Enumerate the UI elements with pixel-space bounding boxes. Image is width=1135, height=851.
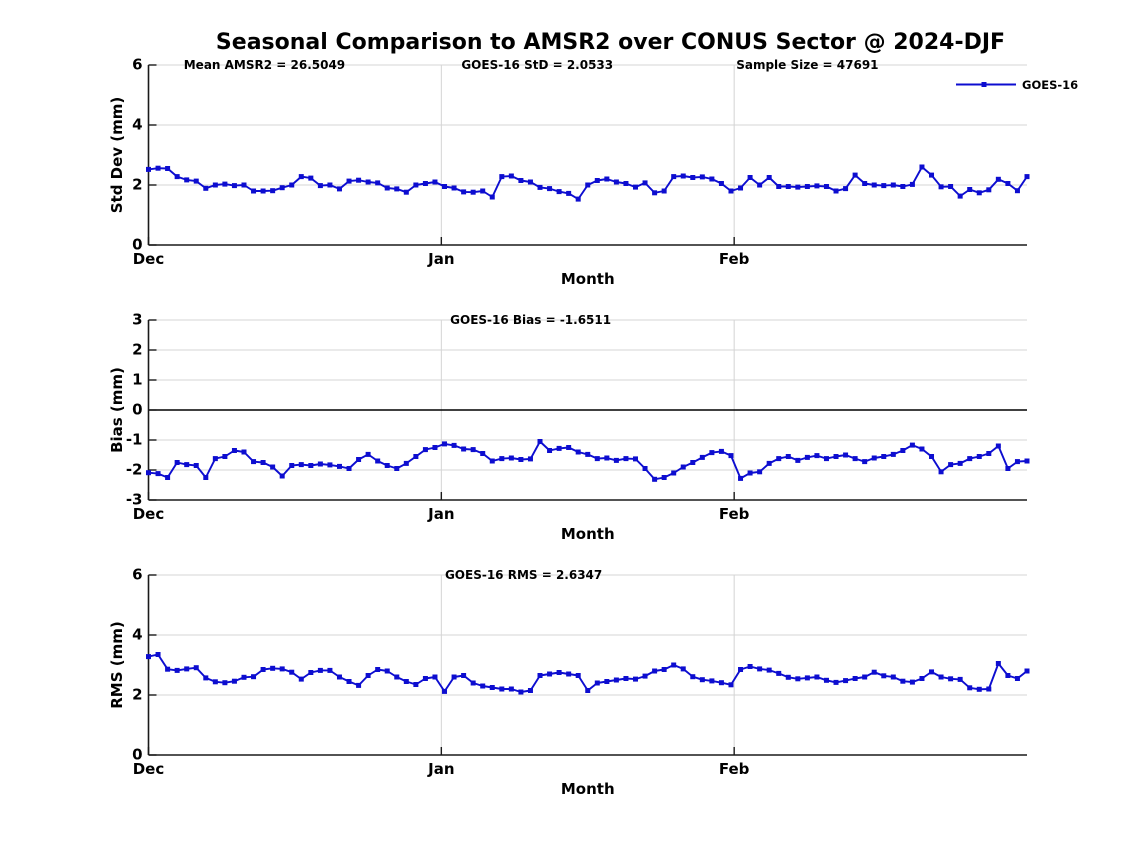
x-tick-label: Dec bbox=[132, 760, 165, 778]
y-tick-label: 0 bbox=[132, 235, 143, 254]
y-tick-label: -2 bbox=[125, 460, 143, 479]
y-tick-label: -1 bbox=[125, 430, 143, 449]
figure-title: Seasonal Comparison to AMSR2 over CONUS … bbox=[215, 30, 1006, 55]
x-tick-label: Dec bbox=[132, 250, 165, 268]
x-tick-label: Feb bbox=[718, 250, 750, 268]
x-axis-label: Month bbox=[560, 525, 615, 543]
stat-annotation: GOES-16 Bias = -1.6511 bbox=[450, 313, 612, 327]
y-axis-label: Std Dev (mm) bbox=[108, 96, 126, 214]
y-tick-label: 6 bbox=[132, 565, 143, 584]
y-tick-label: 3 bbox=[132, 310, 143, 329]
y-tick-label: 2 bbox=[132, 175, 143, 194]
y-tick-label: 6 bbox=[132, 55, 143, 74]
y-tick-label: 0 bbox=[132, 400, 143, 419]
x-tick-label: Jan bbox=[428, 250, 455, 268]
x-tick-label: Jan bbox=[428, 760, 455, 778]
stat-annotation: Sample Size = 47691 bbox=[736, 58, 879, 72]
y-tick-label: 4 bbox=[132, 625, 143, 644]
x-axis-label: Month bbox=[560, 780, 615, 798]
x-axis-label: Month bbox=[560, 270, 615, 288]
x-tick-label: Dec bbox=[132, 505, 165, 523]
x-tick-label: Jan bbox=[428, 505, 455, 523]
legend-label: GOES-16 bbox=[1022, 78, 1079, 92]
stat-annotation: Mean AMSR2 = 26.5049 bbox=[183, 58, 346, 72]
y-tick-label: 1 bbox=[132, 370, 143, 389]
y-tick-label: 0 bbox=[132, 745, 143, 764]
y-tick-label: -3 bbox=[125, 490, 143, 509]
y-tick-label: 2 bbox=[132, 685, 143, 704]
x-tick-label: Feb bbox=[718, 760, 750, 778]
x-tick-label: Feb bbox=[718, 505, 750, 523]
stat-annotation: GOES-16 StD = 2.0533 bbox=[461, 58, 614, 72]
stat-annotation: GOES-16 RMS = 2.6347 bbox=[444, 568, 603, 582]
y-tick-label: 4 bbox=[132, 115, 143, 134]
y-tick-label: 2 bbox=[132, 340, 143, 359]
